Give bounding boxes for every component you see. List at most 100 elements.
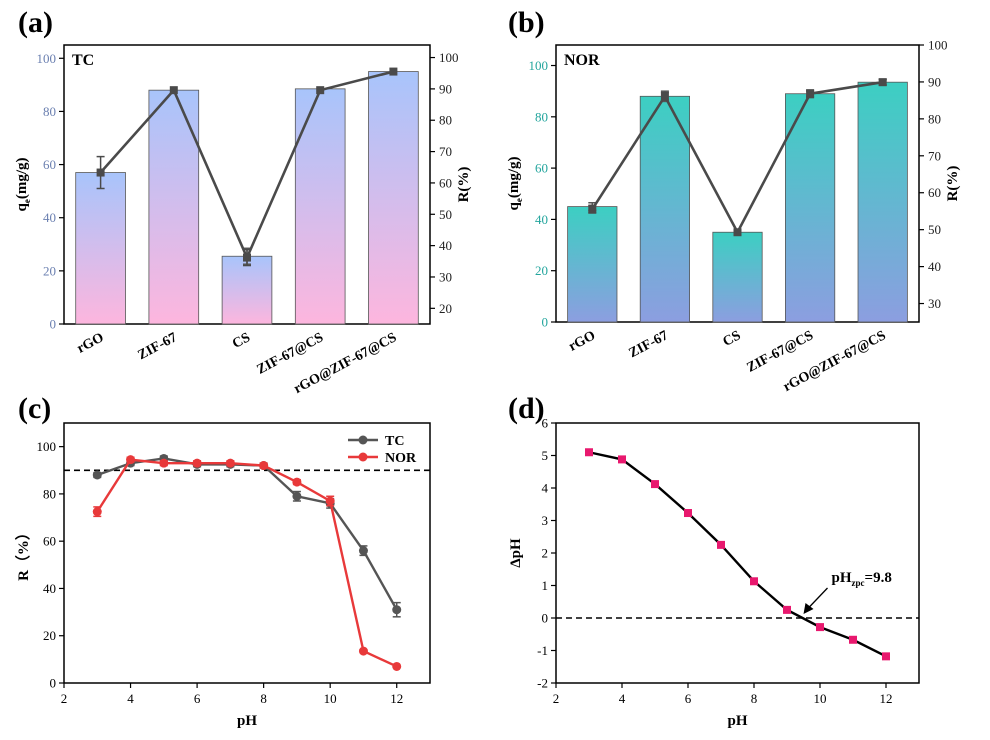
bar-ZIF-67@CS [294, 88, 346, 325]
line-point-CS [733, 228, 742, 237]
y-tick-label: 0 [542, 611, 549, 626]
annotation-pzc-main: pH [832, 570, 852, 586]
y-tick-label: 80 [535, 109, 548, 124]
y-tick-label: 80 [43, 486, 56, 501]
line-series-r [591, 80, 883, 236]
series-point-NOR [92, 507, 102, 517]
line-point-ZIF-67 [169, 86, 178, 95]
panel-label-d: (d) [508, 392, 545, 425]
y-tick-label: 0 [50, 676, 57, 691]
chart-panel-c: 2 4 6 8 10 12 0 20 40 60 80 100 TC NOR pH R（%） [14, 422, 431, 729]
y2-tick-label: 70 [928, 148, 941, 163]
series-point-NOR [392, 661, 402, 671]
plot-frame-d [555, 422, 920, 684]
line-point-rGO@ZIF-67@CS [389, 67, 398, 76]
series-point-ΔpH [651, 480, 659, 489]
x-tick-label: 10 [814, 691, 827, 706]
annotation-arrowhead [803, 603, 814, 614]
x-tick-label: 12 [390, 691, 403, 706]
y-tick-label: 40 [43, 581, 56, 596]
bar-rGO@ZIF-67@CS [857, 81, 908, 323]
y2-tick-label: 90 [928, 74, 941, 89]
series-point-ΔpH [849, 635, 857, 644]
x-tick-label: 10 [324, 691, 337, 706]
y-tick-label: 40 [535, 212, 548, 227]
y2-tick-label: 40 [928, 259, 941, 274]
series-point-NOR [126, 455, 136, 465]
y-tick-label: 80 [43, 104, 56, 119]
x-tick-label: 6 [685, 691, 692, 706]
line-point-ZIF-67@CS [806, 89, 815, 98]
y-tick-label: 1 [542, 578, 549, 593]
x-category-label: ZIF-67 [136, 330, 180, 363]
series-point-NOR [358, 646, 368, 656]
series-line-NOR [96, 458, 398, 668]
annotation-pzc-tail: =9.8 [865, 570, 892, 586]
y2-tick-label: 40 [439, 238, 452, 253]
series-point-TC [392, 605, 402, 615]
series-point-ΔpH [684, 509, 692, 518]
chart-panel-a: 0 20 40 60 80 100 20 30 40 50 60 70 80 90 100 rGO ZIF-67… [14, 44, 472, 397]
series-line-TC [96, 457, 398, 611]
legend-label-tc: TC [385, 434, 404, 449]
y2-tick-label: 30 [439, 269, 452, 284]
panel-label-b: (b) [508, 6, 545, 39]
y-axis-title-a-tail: (mg/g) [14, 157, 30, 199]
y-tick-label: 100 [37, 439, 57, 454]
x-category-label: rGO [75, 330, 107, 356]
legend-c: TC NOR [348, 434, 417, 466]
y2-axis-title-a: R(%) [456, 167, 472, 203]
y-axis-title-b-tail: (mg/g) [506, 156, 522, 198]
x-axis-title-c: pH [237, 713, 257, 729]
series-point-NOR [159, 458, 169, 468]
series-point-ΔpH [750, 577, 758, 586]
y-axis-title-b-sub: e [514, 198, 524, 202]
y-tick-label: 60 [43, 534, 56, 549]
y-tick-label: 60 [43, 157, 56, 172]
y2-axis-title-b: R(%) [945, 166, 961, 202]
x-tick-label: 8 [260, 691, 267, 706]
annotation-pzc-sub: zpc [852, 578, 865, 588]
annotation-pzc: pHzpc=9.8 [832, 570, 892, 588]
y-tick-label: 60 [535, 161, 548, 176]
bar-rGO@ZIF-67@CS [368, 71, 419, 325]
x-axis-title-d: pH [727, 713, 747, 729]
x-tick-label: 2 [61, 691, 68, 706]
y2-tick-label: 30 [928, 296, 941, 311]
y-axis-title-b-main: q [506, 202, 522, 211]
y-axis-title-a: qe(mg/g) [14, 157, 32, 211]
legend-label-nor: NOR [385, 451, 417, 466]
legend-marker-nor [358, 452, 368, 462]
y2-tick-label: 70 [439, 144, 452, 159]
line-series-r [99, 70, 394, 261]
y-tick-label: 20 [43, 263, 56, 278]
y-tick-label: 0 [542, 315, 549, 330]
annotation-arrow [806, 587, 828, 611]
x-tick-label: 2 [553, 691, 560, 706]
series-point-NOR [259, 461, 269, 471]
x-tick-label: 4 [619, 691, 626, 706]
bar-CS [712, 231, 763, 323]
y-tick-label: 100 [37, 51, 57, 66]
x-tick-label: 4 [127, 691, 134, 706]
line-point-ZIF-67 [660, 92, 669, 101]
chart-panel-b: 0 20 40 60 80 100 30 40 50 60 70 80 90 100 rGO ZIF-67 CS… [506, 38, 961, 396]
x-tick-label: 8 [751, 691, 758, 706]
y-tick-label: 40 [43, 210, 56, 225]
y-axis-title-a-main: q [14, 203, 30, 212]
y-tick-label: 100 [529, 58, 549, 73]
series-point-TC [92, 470, 102, 480]
series-point-ΔpH [783, 605, 791, 614]
series-point-TC [358, 546, 368, 556]
y2-tick-label: 80 [439, 113, 452, 128]
x-category-label: CS [230, 330, 253, 352]
y2-tick-label: 50 [928, 222, 941, 237]
line-point-rGO@ZIF-67@CS [878, 78, 887, 87]
panel-label-a: (a) [18, 6, 53, 39]
y-tick-label: 20 [43, 628, 56, 643]
y-tick-label: 0 [50, 317, 57, 332]
series-line-ΔpH [588, 451, 887, 658]
y-axis-title-a-sub: e [22, 199, 32, 203]
